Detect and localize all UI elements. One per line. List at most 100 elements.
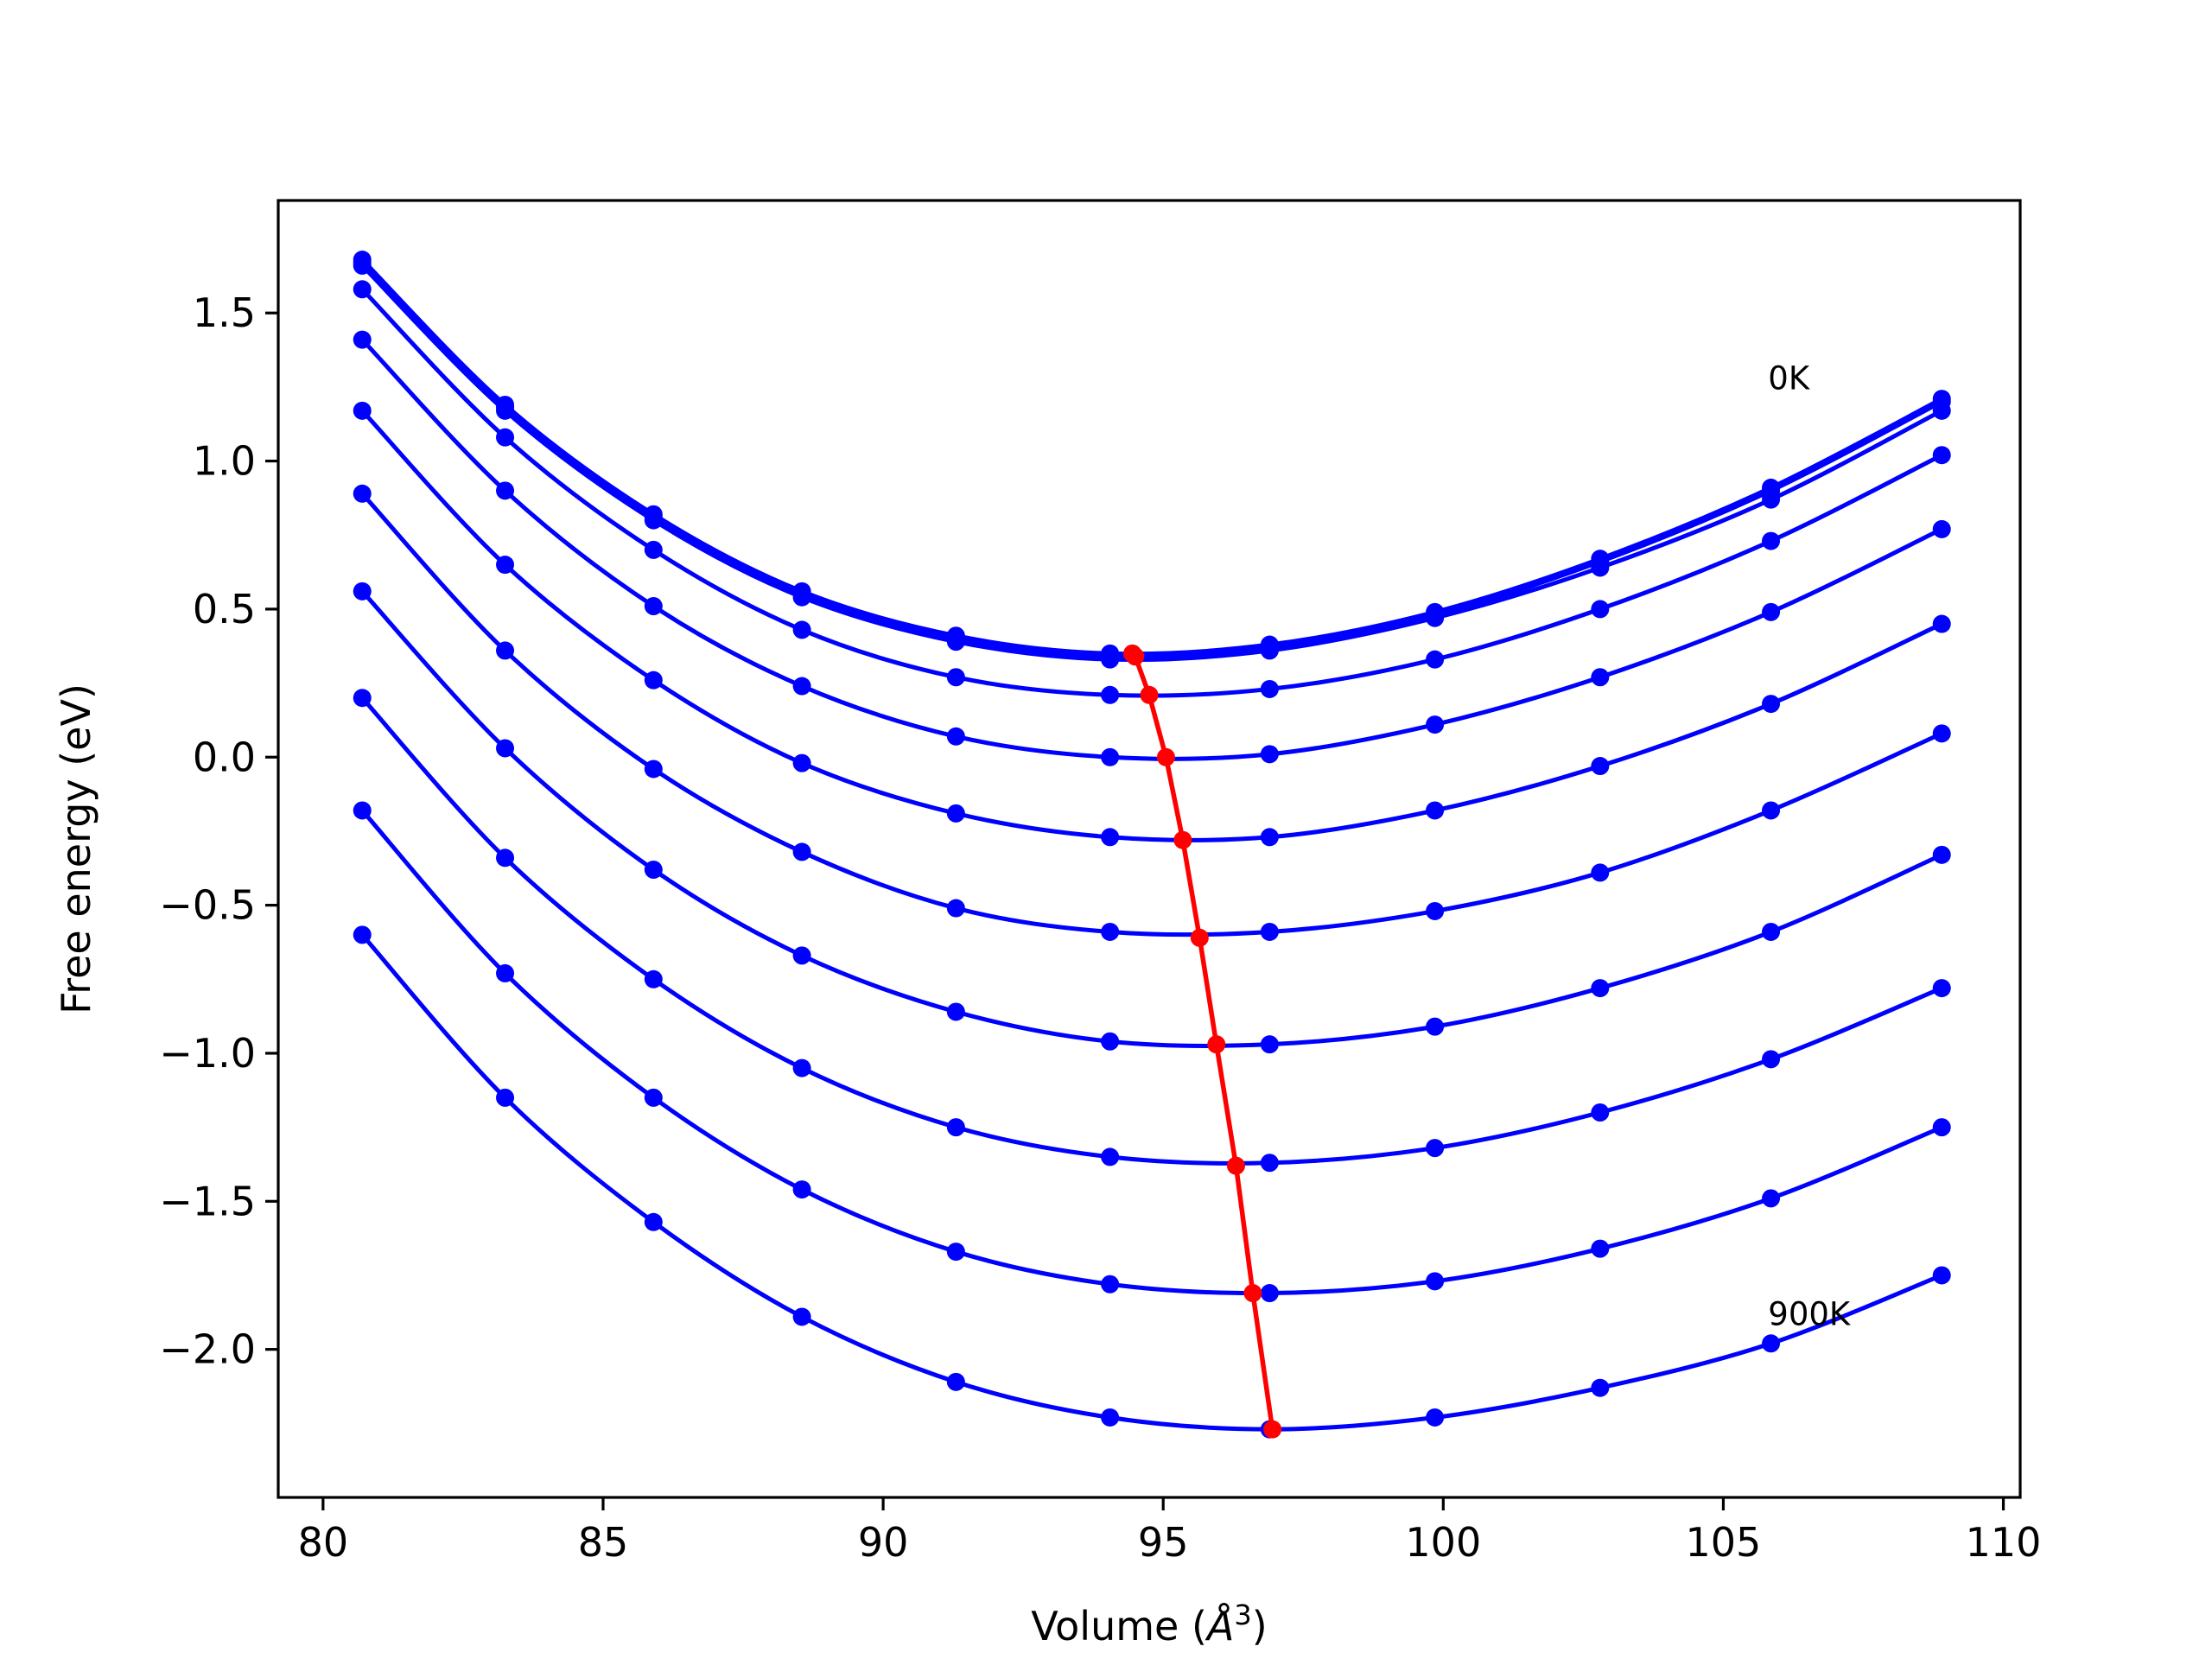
- series-7-point-5: [1101, 1032, 1120, 1051]
- y-tick-label-2: −1.0: [159, 1030, 256, 1077]
- series-5-point-6: [1260, 828, 1279, 847]
- minimum-point-4: [1173, 830, 1192, 849]
- minimum-point-9: [1263, 1420, 1282, 1439]
- series-8-point-6: [1260, 1154, 1279, 1173]
- series-10-point-0: [353, 925, 372, 944]
- series-6-point-4: [946, 899, 965, 918]
- x-tick-label-0: 80: [298, 1519, 349, 1566]
- series-7-point-2: [644, 860, 663, 879]
- x-tick-label-3: 95: [1138, 1519, 1189, 1566]
- x-tick-label-2: 90: [858, 1519, 909, 1566]
- series-9-point-8: [1591, 1239, 1610, 1258]
- x-axis-label: Volume (Å3): [1031, 1599, 1267, 1649]
- series-7-point-9: [1762, 922, 1781, 941]
- series-10-point-4: [946, 1372, 965, 1391]
- series-2-point-10: [1932, 401, 1951, 420]
- series-5-point-2: [644, 671, 663, 690]
- series-2-point-1: [496, 401, 515, 420]
- series-6-point-10: [1932, 724, 1951, 743]
- series-5-point-10: [1932, 614, 1951, 633]
- series-7-point-8: [1591, 979, 1610, 998]
- y-tick-label-7: 1.5: [193, 289, 256, 336]
- minimum-line-layer: [1123, 644, 1282, 1439]
- series-3-point-10: [1932, 446, 1951, 465]
- series-5-point-8: [1591, 757, 1610, 776]
- series-4-point-0: [353, 330, 372, 349]
- series-4-point-10: [1932, 519, 1951, 538]
- minimum-point-3: [1156, 747, 1175, 766]
- series-9-point-9: [1762, 1189, 1781, 1208]
- series-9-point-7: [1426, 1272, 1445, 1291]
- x-axis-unit-exponent: 3: [1234, 1599, 1251, 1631]
- series-2-point-5: [1101, 650, 1120, 669]
- series-8-point-9: [1762, 1050, 1781, 1069]
- series-4-point-8: [1591, 668, 1610, 687]
- series-2-point-9: [1762, 490, 1781, 509]
- series-10-point-2: [644, 1212, 663, 1231]
- y-tick-label-6: 1.0: [193, 438, 256, 485]
- series-3-point-3: [792, 620, 811, 639]
- series-7-point-0: [353, 582, 372, 601]
- series-6-point-6: [1260, 922, 1279, 941]
- series-8-point-7: [1426, 1139, 1445, 1158]
- series-6-point-9: [1762, 801, 1781, 820]
- series-8-point-8: [1591, 1103, 1610, 1122]
- minimum-point-2: [1140, 685, 1159, 704]
- series-4-point-7: [1426, 715, 1445, 734]
- series-9-point-2: [644, 1088, 663, 1107]
- series-4-point-5: [1101, 747, 1120, 766]
- series-6-point-5: [1101, 922, 1120, 941]
- series-8-point-1: [496, 849, 515, 868]
- series-10-point-9: [1762, 1334, 1781, 1353]
- series-8-point-5: [1101, 1147, 1120, 1166]
- series-2-point-8: [1591, 558, 1610, 577]
- series-3-point-9: [1762, 531, 1781, 550]
- series-10-point-10: [1932, 1266, 1951, 1285]
- series-7-point-3: [792, 946, 811, 965]
- series-4-point-1: [496, 481, 515, 500]
- series-4-point-4: [946, 727, 965, 746]
- series-line-8: [360, 696, 1943, 1166]
- series-5-point-3: [792, 753, 811, 772]
- series-8-point-10: [1932, 979, 1951, 998]
- x-axis-label-text: Volume: [1031, 1603, 1179, 1649]
- x-axis-label-paren-close: ): [1252, 1603, 1268, 1649]
- series-4-point-3: [792, 677, 811, 696]
- y-tick-label-0: −2.0: [159, 1326, 256, 1373]
- annotation-1: 900K: [1768, 1296, 1852, 1333]
- series-5-point-9: [1762, 695, 1781, 714]
- series-6-point-7: [1426, 901, 1445, 920]
- series-3-point-7: [1426, 650, 1445, 669]
- series-2-point-0: [353, 256, 372, 275]
- series-7-point-4: [946, 1002, 965, 1021]
- series-7-point-10: [1932, 845, 1951, 864]
- series-line-10: [360, 933, 1943, 1432]
- y-tick-label-1: −1.5: [159, 1178, 256, 1224]
- x-axis-ticks: 80 85 90 95 100 105 110: [298, 1497, 2041, 1566]
- x-tick-label-1: 85: [578, 1519, 629, 1566]
- minimum-point-1: [1126, 647, 1145, 666]
- x-axis-unit: Å: [1205, 1603, 1234, 1649]
- series-5-point-7: [1426, 801, 1445, 820]
- series-9-point-1: [496, 963, 515, 982]
- series-7-point-1: [496, 739, 515, 758]
- series-2-point-6: [1260, 641, 1279, 660]
- series-6-point-8: [1591, 863, 1610, 882]
- series-line-9: [360, 809, 1943, 1296]
- minimum-line: [1130, 652, 1275, 1430]
- series-line-5: [360, 409, 1943, 842]
- y-axis-ticks: −2.0 −1.5 −1.0 −0.5 0.0 0.5 1.0 1.5: [159, 289, 278, 1373]
- series-2-point-3: [792, 588, 811, 607]
- series-line-3: [360, 288, 1943, 698]
- curves-layer: [353, 251, 1951, 1439]
- series-6-point-0: [353, 484, 372, 503]
- series-10-point-3: [792, 1307, 811, 1326]
- minimum-point-6: [1207, 1035, 1226, 1054]
- series-9-point-6: [1260, 1284, 1279, 1303]
- series-3-point-2: [644, 540, 663, 559]
- series-line-0: [360, 257, 1943, 657]
- series-8-point-4: [946, 1118, 965, 1137]
- y-tick-label-3: −0.5: [159, 882, 256, 929]
- series-6-point-3: [792, 842, 811, 861]
